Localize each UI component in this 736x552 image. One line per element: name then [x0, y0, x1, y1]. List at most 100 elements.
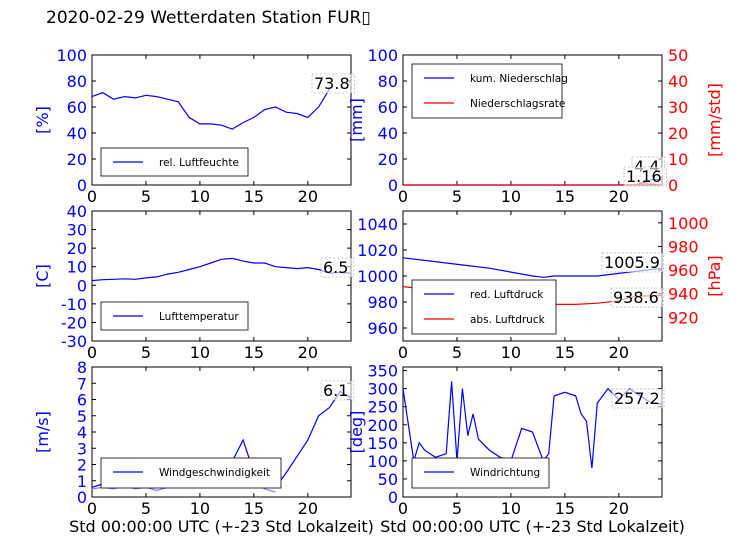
value-annotation-box [311, 73, 355, 94]
y-tick-label: 1040 [357, 215, 398, 234]
series-line-5-0 [402, 381, 663, 469]
x-axis-label: Std 00:00:00 UTC (+-23 Std Lokalzeit) [380, 517, 685, 536]
x-tick-label: 10 [190, 499, 210, 518]
y-tick-label: 20 [67, 239, 87, 258]
legend-box [411, 279, 557, 335]
y-tick-label: 250 [367, 398, 398, 417]
legend-label: Niederschlagsrate [470, 98, 565, 110]
y-tick-label: 0 [388, 176, 398, 195]
value-annotation-box [320, 380, 355, 401]
y-tick-label: 980 [367, 293, 398, 312]
y-right-axis-label: [hPa] [705, 255, 724, 296]
y-tick-label: 7 [77, 374, 87, 393]
y-tick-label: 40 [378, 124, 398, 143]
value-annotation: 1.16 [626, 167, 662, 186]
x-tick-label: 10 [501, 187, 521, 206]
x-axis-label: Std 00:00:00 UTC (+-23 Std Lokalzeit) [69, 517, 374, 536]
x-tick-label: 20 [609, 343, 629, 362]
y-right-tick-label: 1000 [668, 214, 709, 233]
x-tick-label: 20 [609, 187, 629, 206]
x-tick-label: 15 [555, 499, 575, 518]
y-tick-label: 1 [77, 472, 87, 491]
series-line-3-0 [402, 257, 663, 278]
x-tick-label: 5 [452, 343, 462, 362]
y-tick-label: 60 [378, 98, 398, 117]
y-right-tick-label: 10 [668, 150, 688, 169]
x-tick-label: 0 [87, 187, 97, 206]
x-tick-label: 10 [501, 499, 521, 518]
y-tick-label: 30 [67, 221, 87, 240]
x-tick-label: 15 [244, 187, 264, 206]
y-right-tick-label: 50 [668, 46, 688, 65]
x-tick-label: 5 [141, 187, 151, 206]
x-tick-label: 15 [555, 343, 575, 362]
y-axis-label: [m/s] [33, 411, 52, 453]
legend-label: rel. Luftfeuchte [159, 157, 239, 169]
y-tick-label: 200 [367, 416, 398, 435]
y-tick-label: 8 [77, 358, 87, 377]
y-tick-label: 50 [378, 470, 398, 489]
y-right-tick-label: 20 [668, 124, 688, 143]
y-axis-label: [%] [33, 106, 52, 134]
y-axis-label: [C] [33, 264, 52, 288]
y-right-tick-label: 980 [668, 237, 699, 256]
page-title: 2020-02-29 Wetterdaten Station FUR▯ [46, 8, 371, 28]
y-tick-label: 300 [367, 380, 398, 399]
y-right-tick-label: 920 [668, 308, 699, 327]
x-tick-label: 20 [298, 187, 318, 206]
y-tick-label: 20 [67, 150, 87, 169]
legend-label: kum. Niederschlag [470, 73, 568, 85]
y-tick-label: 80 [378, 72, 398, 91]
y-tick-label: 3 [77, 439, 87, 458]
legend-label: abs. Luftdruck [470, 314, 546, 326]
series-line-1-0 [403, 178, 663, 186]
x-tick-label: 5 [141, 499, 151, 518]
x-tick-label: 15 [244, 343, 264, 362]
x-tick-label: 0 [87, 499, 97, 518]
x-tick-label: 0 [398, 343, 408, 362]
y-tick-label: 80 [67, 72, 87, 91]
value-annotation: 257.2 [614, 389, 660, 408]
value-annotation: 6.1 [323, 381, 348, 400]
y-tick-label: -10 [61, 295, 87, 314]
y-tick-label: 60 [67, 98, 87, 117]
series-line-1-1 [403, 181, 663, 186]
y-right-tick-label: 40 [668, 72, 688, 91]
y-tick-label: 0 [77, 276, 87, 295]
y-tick-label: 20 [378, 150, 398, 169]
x-tick-label: 5 [141, 343, 151, 362]
y-right-tick-label: 960 [668, 261, 699, 280]
x-tick-label: 20 [298, 343, 318, 362]
y-right-tick-label: 940 [668, 285, 699, 304]
x-tick-label: 10 [190, 343, 210, 362]
y-tick-label: 0 [77, 488, 87, 507]
y-tick-label: 350 [367, 362, 398, 381]
y-tick-label: 0 [388, 488, 398, 507]
x-tick-label: 0 [398, 499, 408, 518]
y-axis-label: [deg] [347, 411, 366, 454]
x-tick-label: 15 [555, 187, 575, 206]
y-tick-label: 1020 [357, 241, 398, 260]
series-line-2-0 [91, 257, 352, 282]
y-tick-label: 5 [77, 407, 87, 426]
y-right-tick-label: 30 [668, 98, 688, 117]
x-tick-label: 20 [609, 499, 629, 518]
y-tick-label: 40 [67, 202, 87, 221]
y-tick-label: 1000 [357, 267, 398, 286]
legend-label: Windrichtung [470, 467, 540, 479]
legend-label: Lufttemperatur [159, 311, 239, 323]
plot-frame-0 [91, 54, 352, 186]
x-tick-label: 0 [398, 187, 408, 206]
x-tick-label: 5 [452, 187, 462, 206]
y-tick-label: 100 [367, 452, 398, 471]
value-annotation: 73.8 [314, 74, 350, 93]
y-tick-label: 2 [77, 456, 87, 475]
y-tick-label: -30 [61, 332, 87, 351]
value-annotation-box [611, 388, 665, 409]
value-annotation-box [601, 252, 664, 273]
y-tick-label: 960 [367, 319, 398, 338]
value-annotation-box [623, 166, 667, 187]
y-tick-label: 100 [367, 46, 398, 65]
x-tick-label: 10 [190, 187, 210, 206]
